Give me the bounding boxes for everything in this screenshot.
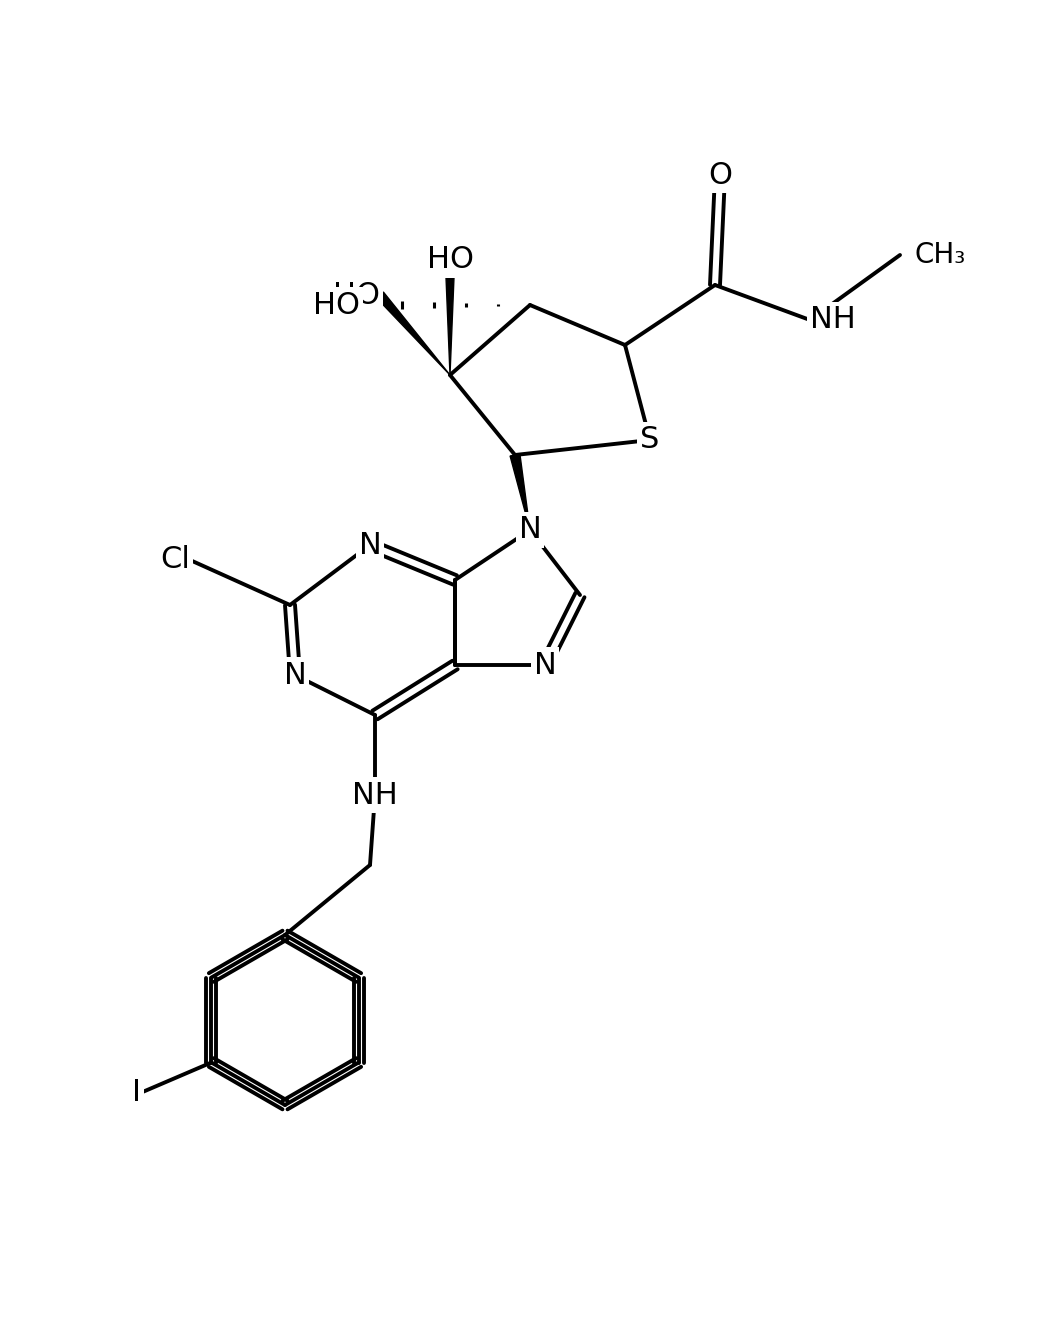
Text: Cl: Cl [160, 545, 190, 574]
Text: N: N [359, 531, 381, 560]
Text: HO: HO [426, 246, 474, 275]
Text: NH: NH [810, 305, 856, 334]
Text: S: S [640, 425, 659, 454]
Polygon shape [377, 292, 450, 375]
Text: CH₃: CH₃ [915, 242, 966, 269]
Text: N: N [533, 651, 556, 680]
Text: I: I [132, 1078, 142, 1107]
Text: NH: NH [352, 780, 398, 809]
Text: N: N [519, 516, 542, 544]
Text: HO: HO [313, 290, 360, 319]
Text: O: O [708, 161, 732, 190]
Polygon shape [510, 454, 530, 531]
Polygon shape [445, 265, 455, 375]
Text: HO: HO [333, 281, 380, 309]
Text: N: N [284, 660, 307, 689]
